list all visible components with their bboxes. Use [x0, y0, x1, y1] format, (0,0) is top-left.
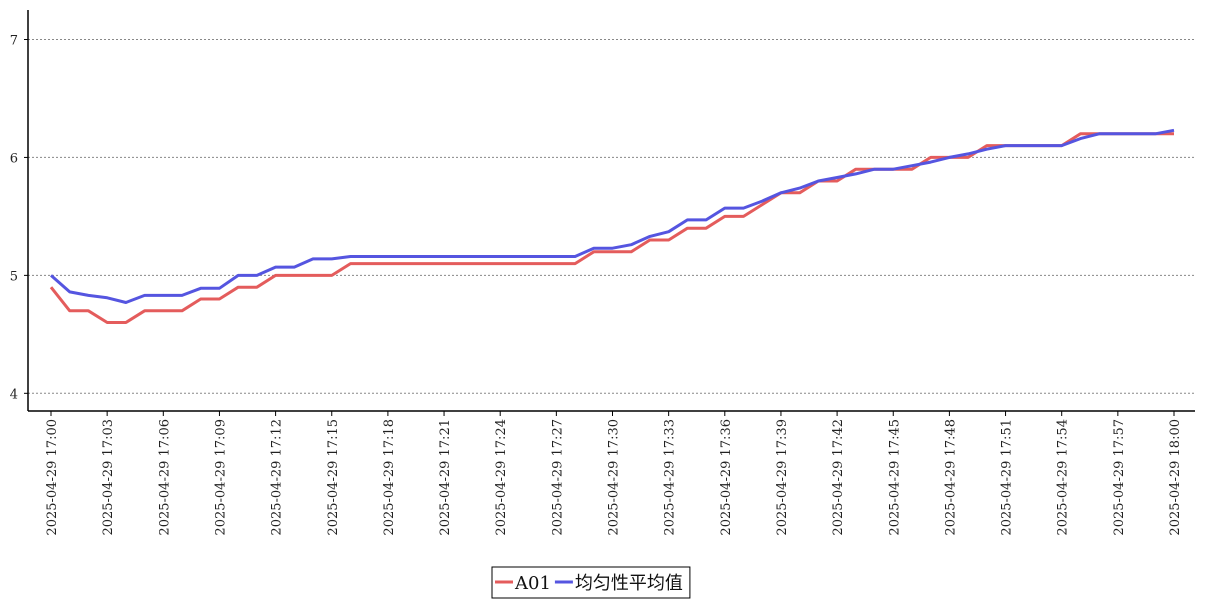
- x-tick-label: 2025-04-29 18:00: [1168, 419, 1183, 536]
- series-line-1: [49, 132, 1174, 324]
- y-tick-label: 6: [10, 151, 18, 166]
- x-tick-label: 2025-04-29 17:00: [45, 419, 60, 536]
- x-tick-label: 2025-04-29 17:09: [213, 419, 228, 536]
- x-tick-label: 2025-04-29 17:51: [1000, 419, 1015, 536]
- x-axis-ticks: 2025-04-29 17:00 2025-04-29 17:03 2025-04-…: [45, 411, 1183, 536]
- legend: A01 均匀性平均值: [491, 566, 691, 599]
- x-tick-label: 2025-04-29 17:15: [326, 419, 341, 536]
- legend-label-1: A01: [514, 573, 551, 594]
- x-tick-label: 2025-04-29 17:54: [1056, 419, 1071, 536]
- x-tick-label: 2025-04-29 17:42: [831, 419, 846, 536]
- x-tick-label: 2025-04-29 17:24: [494, 419, 509, 536]
- y-tick-label: 4: [10, 387, 18, 402]
- x-tick-label: 2025-04-29 17:57: [1112, 419, 1127, 536]
- x-tick-label: 2025-04-29 17:33: [663, 419, 678, 536]
- y-tick-label: 5: [10, 269, 18, 284]
- x-tick-label: 2025-04-29 17:27: [550, 419, 565, 536]
- x-tick-label: 2025-04-29 17:48: [943, 419, 958, 536]
- y-tick-label: 7: [10, 33, 18, 48]
- legend-label-2: 均匀性平均值: [575, 573, 683, 594]
- x-tick-label: 2025-04-29 17:12: [270, 419, 285, 536]
- x-tick-label: 2025-04-29 17:39: [775, 419, 790, 536]
- axes: [27, 10, 1195, 412]
- x-tick-label: 2025-04-29 17:30: [607, 419, 622, 536]
- gridlines: [28, 38, 1195, 394]
- legend-box: [491, 566, 691, 599]
- series-line-2: [50, 128, 1175, 304]
- x-tick-label: 2025-04-29 17:45: [887, 419, 902, 536]
- x-tick-label: 2025-04-29 17:18: [382, 419, 397, 536]
- x-tick-label: 2025-04-29 17:21: [438, 419, 453, 536]
- x-tick-label: 2025-04-29 17:03: [101, 419, 116, 536]
- x-tick-label: 2025-04-29 17:36: [719, 419, 734, 536]
- x-tick-label: 2025-04-29 17:06: [157, 419, 172, 536]
- series-lines: [49, 128, 1175, 324]
- y-axis-ticks: 4 5 6 7: [10, 33, 28, 402]
